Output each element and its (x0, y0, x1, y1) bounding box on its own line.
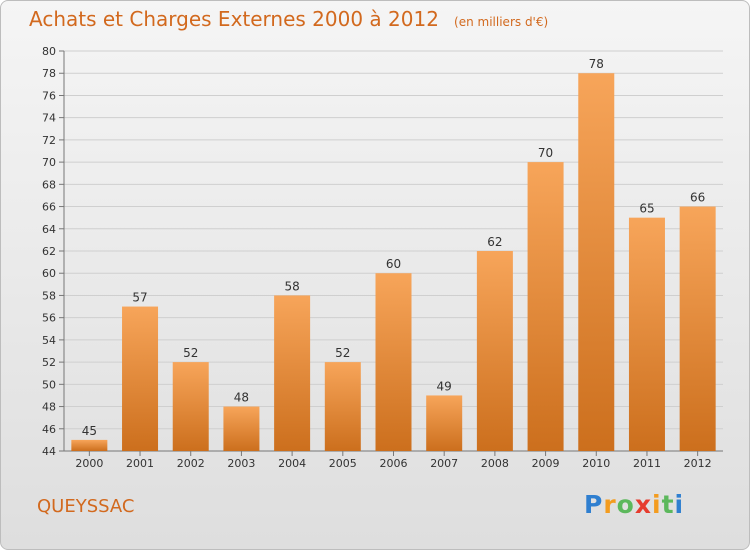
x-tick-label: 2012 (684, 457, 712, 470)
x-tick-label: 2009 (532, 457, 560, 470)
bar-2010 (578, 73, 615, 451)
y-tick-label: 54 (42, 334, 56, 347)
bar-2012 (679, 206, 716, 451)
logo-letter: i (674, 490, 685, 519)
x-tick-label: 2006 (380, 457, 408, 470)
logo-letter: r (603, 490, 617, 519)
y-tick-label: 58 (42, 289, 56, 302)
data-label-2012: 66 (690, 191, 705, 205)
data-label-2008: 62 (487, 235, 502, 249)
bar-2000 (71, 439, 108, 451)
x-tick-label: 2004 (278, 457, 306, 470)
data-label-2006: 60 (386, 257, 401, 271)
proxiti-logo: Proxiti (584, 490, 684, 519)
y-tick-label: 52 (42, 356, 56, 369)
x-tick-label: 2002 (177, 457, 205, 470)
y-tick-label: 48 (42, 401, 56, 414)
bar-2005 (324, 362, 361, 451)
y-tick-label: 76 (42, 89, 56, 102)
logo-letter: i (652, 490, 662, 519)
data-label-2000: 45 (82, 424, 97, 438)
logo-letter: P (584, 490, 604, 519)
logo-letter: t (661, 490, 675, 519)
x-tick-label: 2000 (75, 457, 103, 470)
chart-title-block: Achats et Charges Externes 2000 à 2012 (… (29, 7, 548, 31)
y-tick-label: 66 (42, 201, 56, 214)
data-label-2011: 65 (639, 202, 654, 216)
bar-2007 (426, 395, 463, 451)
bar-2006 (375, 273, 412, 451)
y-tick-label: 60 (42, 267, 56, 280)
data-label-2001: 57 (132, 291, 147, 305)
data-label-2002: 52 (183, 346, 198, 360)
x-tick-label: 2008 (481, 457, 509, 470)
data-label-2009: 70 (538, 146, 553, 160)
x-tick-label: 2001 (126, 457, 154, 470)
bar-2011 (628, 217, 665, 451)
data-label-2005: 52 (335, 346, 350, 360)
bar-2004 (274, 295, 311, 451)
data-label-2004: 58 (284, 279, 299, 293)
logo-letter: x (634, 490, 652, 519)
chart-subtitle: (en milliers d'€) (454, 15, 549, 29)
y-tick-label: 44 (42, 445, 56, 458)
axis-layer: 44 46 48 50 52 54 56 58 60 62 64 66 68 70 72 74 76 78 80 20… (42, 45, 723, 470)
x-tick-label: 2007 (430, 457, 458, 470)
bar-2002 (172, 362, 209, 451)
data-label-2003: 48 (234, 391, 249, 405)
y-tick-label: 50 (42, 378, 56, 391)
y-tick-label: 68 (42, 178, 56, 191)
x-tick-label: 2003 (227, 457, 255, 470)
y-tick-label: 70 (42, 156, 56, 169)
x-tick-label: 2010 (582, 457, 610, 470)
y-tick-label: 64 (42, 223, 56, 236)
x-tick-label: 2005 (329, 457, 357, 470)
data-label-2007: 49 (437, 379, 452, 393)
bar-2003 (223, 406, 260, 451)
x-tick-label: 2011 (633, 457, 661, 470)
bar-2001 (122, 306, 159, 451)
y-tick-label: 46 (42, 423, 56, 436)
chart-title: Achats et Charges Externes 2000 à 2012 (29, 7, 439, 31)
label-layer: 45 57 52 48 58 52 60 49 62 70 78 65 66 (82, 57, 706, 438)
y-tick-label: 78 (42, 67, 56, 80)
y-tick-label: 56 (42, 312, 56, 325)
y-tick-label: 74 (42, 112, 56, 125)
y-tick-label: 72 (42, 134, 56, 147)
y-tick-label: 62 (42, 245, 56, 258)
bar-layer (71, 73, 716, 451)
logo-letter: o (616, 490, 635, 519)
data-label-2010: 78 (589, 57, 604, 71)
bar-2009 (527, 162, 564, 451)
bar-2008 (476, 251, 513, 451)
place-name: QUEYSSAC (37, 496, 135, 517)
y-tick-label: 80 (42, 45, 56, 58)
